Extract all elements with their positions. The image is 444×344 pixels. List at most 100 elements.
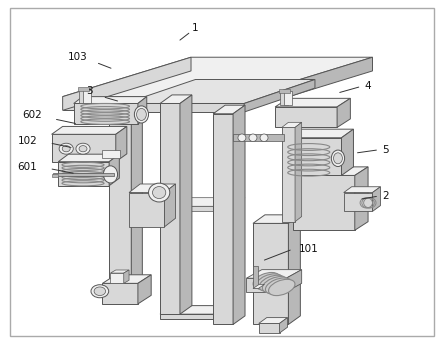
Polygon shape [373, 187, 381, 212]
Ellipse shape [135, 106, 149, 123]
Polygon shape [281, 92, 289, 105]
Polygon shape [293, 167, 368, 175]
Polygon shape [344, 187, 381, 193]
Ellipse shape [91, 285, 109, 298]
Ellipse shape [333, 153, 342, 164]
Polygon shape [282, 122, 301, 128]
Ellipse shape [59, 143, 73, 154]
Ellipse shape [256, 274, 282, 290]
Polygon shape [259, 318, 288, 323]
Polygon shape [109, 154, 119, 186]
Polygon shape [109, 110, 131, 295]
Polygon shape [103, 150, 120, 158]
Polygon shape [74, 97, 147, 104]
Polygon shape [160, 314, 213, 319]
Polygon shape [355, 167, 368, 230]
Ellipse shape [259, 275, 285, 291]
Polygon shape [160, 198, 245, 206]
Polygon shape [52, 134, 116, 162]
Text: 602: 602 [22, 110, 42, 120]
Polygon shape [213, 114, 233, 324]
Polygon shape [124, 270, 129, 283]
Polygon shape [83, 90, 91, 104]
Ellipse shape [76, 143, 90, 154]
Polygon shape [129, 184, 175, 193]
Polygon shape [253, 284, 265, 289]
Polygon shape [111, 273, 124, 283]
Ellipse shape [62, 146, 70, 152]
Polygon shape [103, 275, 151, 283]
Polygon shape [129, 193, 164, 227]
Text: 2: 2 [382, 191, 389, 201]
Polygon shape [286, 270, 301, 292]
Polygon shape [244, 57, 373, 110]
Ellipse shape [152, 186, 166, 198]
Polygon shape [259, 323, 280, 333]
Polygon shape [284, 138, 341, 175]
Polygon shape [160, 95, 192, 104]
Polygon shape [52, 174, 58, 177]
Polygon shape [341, 129, 353, 175]
Text: 4: 4 [365, 81, 371, 92]
Text: 1: 1 [192, 23, 199, 33]
Ellipse shape [269, 279, 295, 295]
Polygon shape [58, 162, 109, 186]
Polygon shape [253, 223, 289, 324]
Polygon shape [74, 104, 138, 124]
Ellipse shape [238, 134, 246, 141]
Polygon shape [58, 154, 119, 162]
Polygon shape [295, 122, 301, 222]
Ellipse shape [79, 146, 87, 152]
Polygon shape [293, 175, 355, 230]
Ellipse shape [253, 272, 279, 289]
Polygon shape [344, 193, 373, 212]
Text: 103: 103 [68, 52, 88, 62]
Polygon shape [160, 305, 225, 314]
Polygon shape [279, 89, 290, 93]
Polygon shape [244, 79, 315, 112]
Polygon shape [289, 215, 300, 324]
Polygon shape [213, 105, 245, 114]
Text: 3: 3 [86, 86, 92, 96]
Polygon shape [253, 215, 300, 223]
Polygon shape [109, 102, 143, 110]
Polygon shape [63, 97, 244, 110]
Polygon shape [131, 102, 143, 295]
Polygon shape [63, 57, 373, 97]
Ellipse shape [262, 277, 289, 293]
Polygon shape [79, 90, 87, 104]
Polygon shape [63, 57, 191, 110]
Polygon shape [233, 134, 284, 141]
Ellipse shape [331, 150, 345, 166]
Ellipse shape [260, 134, 268, 141]
Polygon shape [160, 104, 180, 314]
Polygon shape [125, 104, 244, 112]
Polygon shape [125, 79, 315, 104]
Ellipse shape [94, 287, 106, 295]
Text: 601: 601 [17, 162, 37, 172]
Polygon shape [103, 283, 138, 304]
Polygon shape [111, 270, 129, 273]
Polygon shape [337, 98, 350, 128]
Text: 101: 101 [298, 244, 318, 254]
Polygon shape [284, 129, 353, 138]
Polygon shape [180, 95, 192, 314]
Polygon shape [246, 278, 286, 292]
Polygon shape [116, 127, 127, 162]
Polygon shape [275, 107, 337, 128]
Polygon shape [280, 318, 288, 333]
Polygon shape [52, 127, 127, 134]
Ellipse shape [249, 134, 257, 141]
Ellipse shape [266, 278, 292, 294]
Polygon shape [246, 270, 301, 278]
Polygon shape [284, 92, 292, 105]
Text: 5: 5 [382, 145, 389, 155]
Polygon shape [138, 97, 147, 124]
Polygon shape [275, 98, 350, 107]
Polygon shape [78, 87, 89, 92]
Polygon shape [164, 184, 175, 227]
Polygon shape [160, 206, 233, 212]
Text: 102: 102 [17, 136, 37, 146]
Ellipse shape [137, 108, 147, 120]
Polygon shape [253, 266, 258, 289]
